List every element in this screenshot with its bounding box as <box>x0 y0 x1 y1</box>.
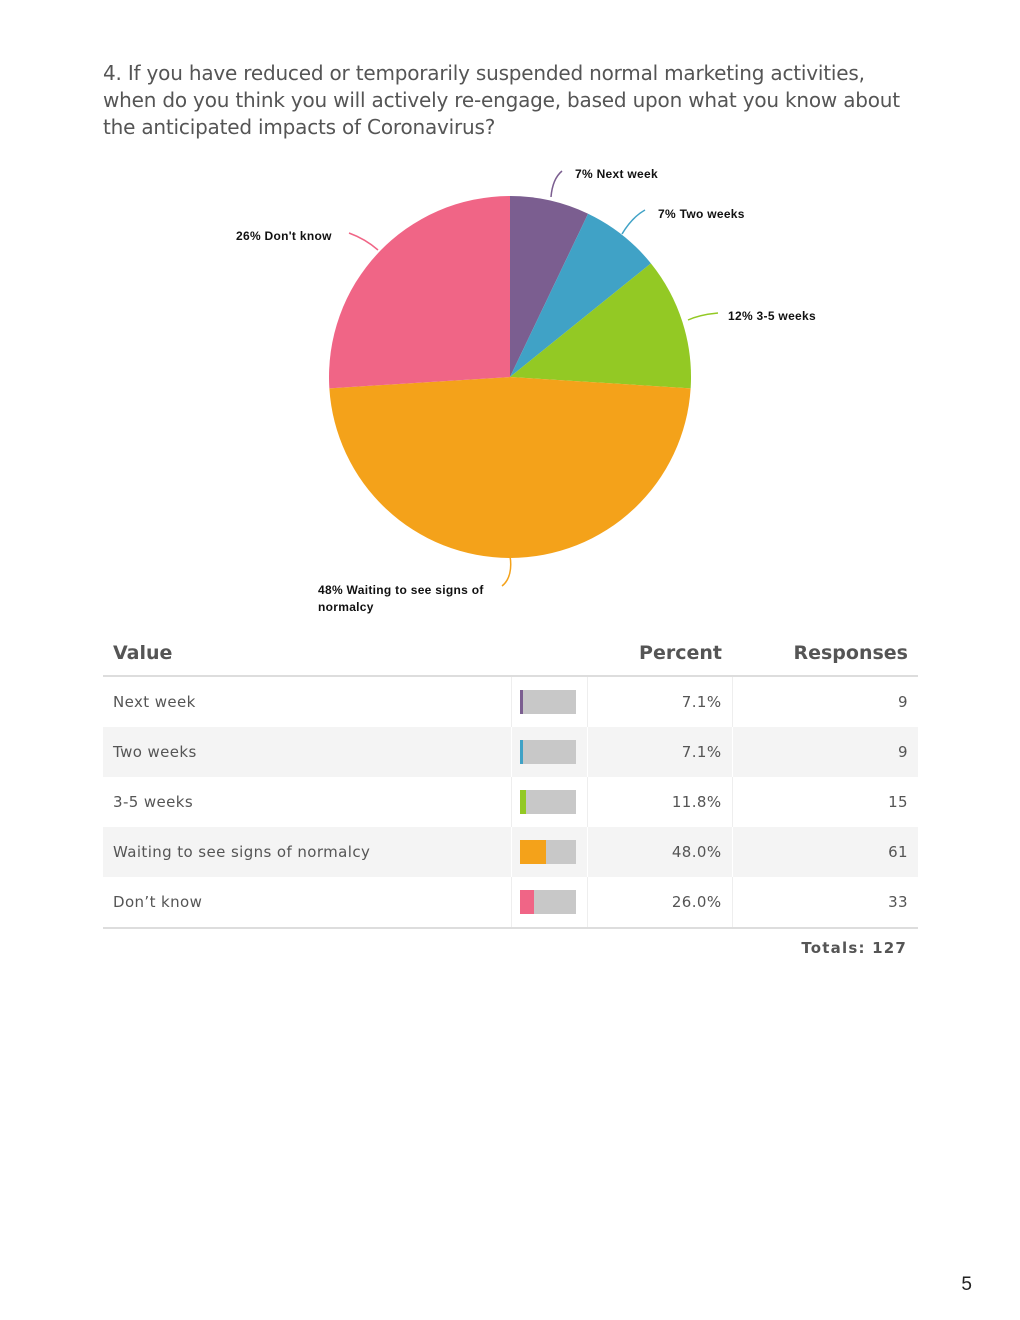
table-header-row: Value Percent Responses <box>103 630 918 677</box>
leader-two-weeks <box>621 209 646 235</box>
pie-label-two-weeks: 7% Two weeks <box>658 207 745 221</box>
row-bar <box>510 827 588 877</box>
row-percent: 11.8% <box>587 777 733 827</box>
bar-track <box>519 840 576 864</box>
bar-track <box>519 690 576 714</box>
totals-label: Totals: 127 <box>801 939 907 957</box>
bar-track <box>519 740 576 764</box>
row-value: Don’t know <box>103 877 511 929</box>
row-bar <box>510 727 588 777</box>
row-value: Next week <box>113 693 196 711</box>
table-row: Waiting to see signs of normalcy 48.0% 6… <box>103 827 918 877</box>
table-row: Two weeks 7.1% 9 <box>103 727 918 777</box>
pie-label-three-five: 12% 3-5 weeks <box>728 309 816 323</box>
pie-slice-next-week <box>510 196 589 377</box>
pie-slice-don-t-know <box>329 196 510 389</box>
bar-fill <box>519 890 535 914</box>
pie-label-next-week: 7% Next week <box>575 167 658 181</box>
header-percent: Percent <box>587 630 732 677</box>
leader-waiting <box>501 555 512 587</box>
row-percent: 7.1% <box>587 676 733 727</box>
header-responses: Responses <box>732 630 918 677</box>
leader-next-week <box>550 170 563 198</box>
pie-slice-3-5-weeks <box>510 263 691 389</box>
leader-three-five <box>687 312 719 321</box>
row-bar <box>510 777 588 827</box>
row-percent: 48.0% <box>587 827 733 877</box>
pie-label-waiting: 48% Waiting to see signs of <box>318 583 484 597</box>
table-row: 3-5 weeks 11.8% 15 <box>103 777 918 827</box>
row-responses: 61 <box>732 827 918 877</box>
pie-label-waiting-line2: normalcy <box>318 600 374 614</box>
leader-dont-know <box>348 232 379 251</box>
pie-slice-waiting-to-see-signs-of-normalcy <box>329 377 691 558</box>
table-row: Next week 7.1% 9 <box>103 676 918 727</box>
row-value: 3-5 weeks <box>113 793 194 811</box>
row-percent: 26.0% <box>587 877 733 929</box>
pie-slice-two-weeks <box>510 213 651 377</box>
row-value: Two weeks <box>103 727 511 777</box>
row-responses: 15 <box>888 793 908 811</box>
row-bar <box>510 676 588 727</box>
pie-label-dont-know: 26% Don't know <box>236 229 332 243</box>
bar-fill <box>519 840 547 864</box>
row-percent: 7.1% <box>587 727 733 777</box>
bar-track <box>519 890 576 914</box>
pie-chart: 7% Next week 7% Two weeks 12% 3-5 weeks … <box>236 167 816 614</box>
page-number: 5 <box>961 1274 972 1295</box>
header-bar <box>511 630 587 677</box>
bar-fill <box>519 690 524 714</box>
table-row: Don’t know 26.0% 33 <box>103 877 918 929</box>
question-title: 4. If you have reduced or temporarily su… <box>103 61 900 139</box>
row-value: Waiting to see signs of normalcy <box>103 827 511 877</box>
header-value: Value <box>103 630 511 677</box>
bar-track <box>519 790 576 814</box>
results-table: Value Percent Responses Next week 7.1% 9… <box>103 630 918 929</box>
row-bar <box>510 877 588 929</box>
bar-fill <box>519 790 527 814</box>
row-responses: 33 <box>732 877 918 929</box>
bar-fill <box>519 740 524 764</box>
row-responses: 9 <box>898 693 908 711</box>
row-responses: 9 <box>732 727 918 777</box>
